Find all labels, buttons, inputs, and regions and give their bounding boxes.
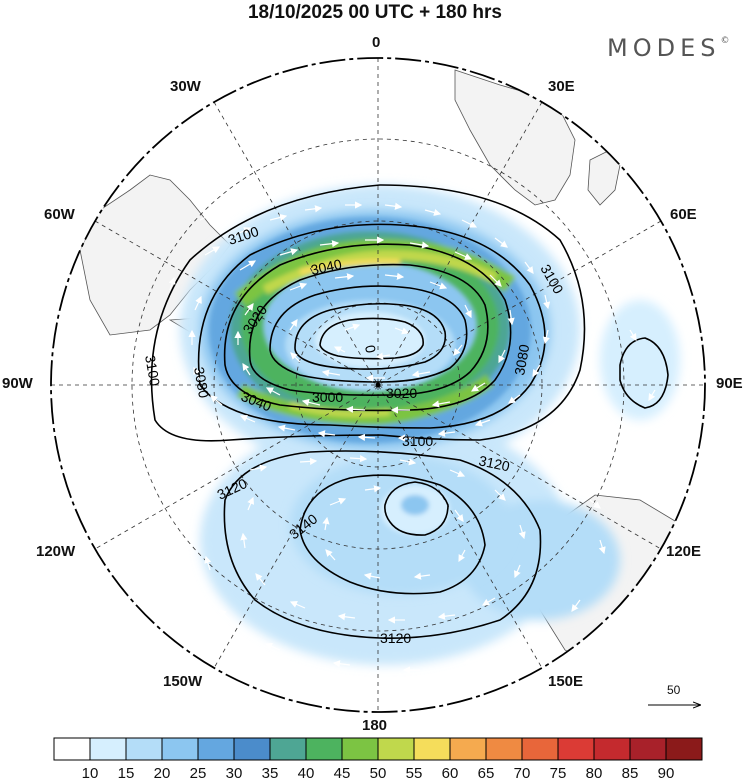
map-disk: 3100 3040 3020 0 3080 3100 3080 3000 302… bbox=[51, 58, 705, 712]
colorbar-tick-label: 75 bbox=[550, 765, 567, 782]
contour-label: 3080 bbox=[191, 366, 212, 400]
colorbar-boxes bbox=[53, 737, 703, 761]
colorbar-box bbox=[413, 737, 451, 761]
meridian-label: 90E bbox=[716, 375, 743, 392]
brand-logo: MODES© bbox=[607, 34, 729, 62]
contour-3040 bbox=[248, 263, 489, 396]
colorbar-tick-label: 30 bbox=[226, 765, 243, 782]
contour-3120-lower bbox=[223, 450, 542, 639]
colorbar-box bbox=[53, 737, 91, 761]
meridian-label: 60W bbox=[44, 206, 75, 223]
colorbar-box bbox=[341, 737, 379, 761]
colorbar-tick-label: 20 bbox=[154, 765, 171, 782]
colorbar-box bbox=[269, 737, 307, 761]
colorbar-tick-label: 45 bbox=[334, 765, 351, 782]
colorbar-ticks: 10 15 20 25 30 35 40 45 50 55 60 65 70 75 80 85 90 bbox=[82, 765, 675, 782]
meridian-label: 90W bbox=[2, 375, 33, 392]
colorbar-box bbox=[593, 737, 631, 761]
contour-label: 3000 bbox=[312, 389, 343, 405]
colorbar-tick-label: 25 bbox=[190, 765, 207, 782]
colorbar-tick-label: 60 bbox=[442, 765, 459, 782]
contour-label: 3100 bbox=[402, 433, 433, 449]
colorbar-box bbox=[89, 737, 127, 761]
colorbar-box bbox=[521, 737, 559, 761]
contour-label: 3040 bbox=[309, 256, 343, 278]
meridian-label: 30E bbox=[548, 78, 575, 95]
shading-inner-core bbox=[285, 300, 455, 535]
map-boundary bbox=[50, 57, 706, 713]
contour-label: 3120 bbox=[380, 630, 411, 646]
colorbar-tick-label: 65 bbox=[478, 765, 495, 782]
map-title: 18/10/2025 00 UTC + 180 hrs bbox=[247, 2, 503, 23]
colorbar-box bbox=[305, 737, 343, 761]
meridian-label: 150W bbox=[163, 673, 203, 690]
colorbar-box bbox=[629, 737, 667, 761]
brand-mark: © bbox=[720, 36, 730, 46]
colorbar-tick-label: 35 bbox=[262, 765, 279, 782]
polar-map: 3100 3040 3020 0 3080 3100 3080 3000 302… bbox=[50, 57, 706, 713]
colorbar-box bbox=[449, 737, 487, 761]
meridian-label: 180 bbox=[362, 717, 388, 734]
colorbar-box bbox=[377, 737, 415, 761]
contour-3080 bbox=[197, 223, 546, 429]
pole-marker bbox=[375, 382, 381, 388]
meridian-label: 30W bbox=[170, 78, 201, 95]
colorbar-tick-label: 55 bbox=[406, 765, 423, 782]
contour-3060 bbox=[223, 243, 512, 412]
wind-vectors bbox=[168, 201, 656, 674]
contour-3140-lower bbox=[299, 474, 486, 595]
meridian-label: 120E bbox=[666, 543, 702, 560]
colorbar-box bbox=[197, 737, 235, 761]
colorbar-box bbox=[665, 737, 703, 761]
contour-label: 3080 bbox=[511, 343, 532, 377]
colorbar: 10 15 20 25 30 35 40 45 50 55 60 65 70 75 80 85 90 bbox=[53, 737, 703, 782]
colorbar-tick-label: 40 bbox=[298, 765, 315, 782]
brand-name: MODES bbox=[607, 34, 721, 62]
contour-3000 bbox=[294, 302, 447, 370]
colorbar-box bbox=[125, 737, 163, 761]
contour-3100-outer bbox=[150, 184, 586, 442]
contour-label: 0 bbox=[362, 344, 379, 355]
colorbar-tick-label: 85 bbox=[622, 765, 639, 782]
contour-2980 bbox=[319, 317, 424, 360]
colorbar-tick-label: 80 bbox=[586, 765, 603, 782]
colorbar-tick-label: 50 bbox=[370, 765, 387, 782]
height-contours bbox=[150, 184, 669, 639]
meridian-label: 120W bbox=[36, 543, 76, 560]
colorbar-box bbox=[161, 737, 199, 761]
contour-label: 3020 bbox=[386, 385, 417, 401]
colorbar-tick-label: 90 bbox=[658, 765, 675, 782]
contour-3160-lower bbox=[384, 481, 449, 536]
colorbar-box bbox=[233, 737, 271, 761]
colorbar-tick-label: 15 bbox=[118, 765, 135, 782]
colorbar-box bbox=[557, 737, 595, 761]
meridian-label: 0 bbox=[372, 34, 381, 51]
colorbar-tick-label: 70 bbox=[514, 765, 531, 782]
colorbar-tick-label: 10 bbox=[82, 765, 99, 782]
contour-3020 bbox=[269, 285, 468, 383]
contour-label: 3120 bbox=[477, 452, 511, 474]
reference-vector-value: 50 bbox=[667, 683, 681, 697]
meridian-label: 150E bbox=[548, 673, 584, 690]
contour-label: 3100 bbox=[142, 354, 163, 388]
colorbar-box bbox=[485, 737, 523, 761]
meridian-label: 60E bbox=[670, 206, 697, 223]
